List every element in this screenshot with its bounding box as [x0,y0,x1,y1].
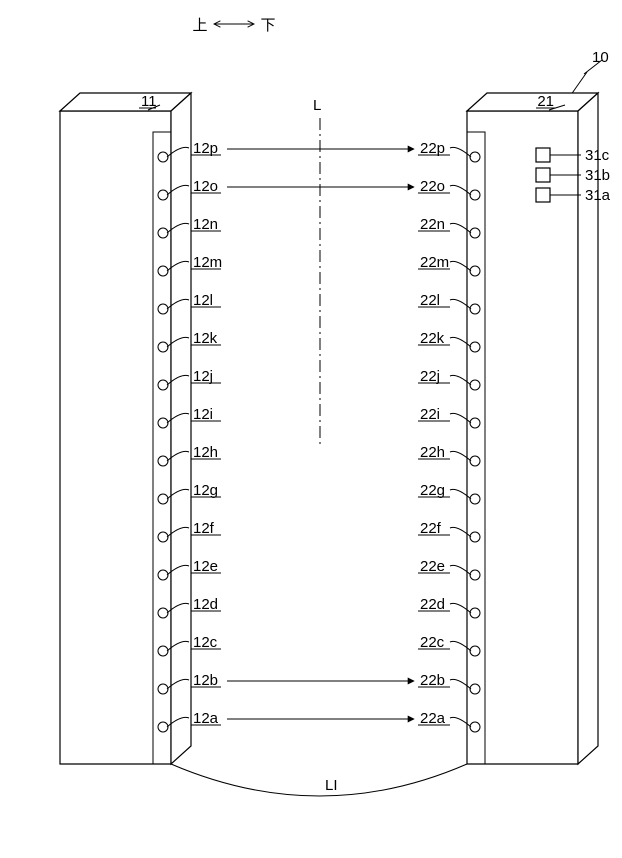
indicator-label-31c: 31c [585,147,610,164]
right-port-label-22g: 22g [420,482,445,499]
bottom-link-label: LI [325,777,338,794]
right-port-label-22a: 22a [420,710,446,727]
left-port-label-12i: 12i [193,406,213,423]
right-block-label: 21 [537,93,554,110]
right-port-label-22h: 22h [420,444,445,461]
indicator-31c [536,148,550,162]
left-port-label-12d: 12d [193,596,218,613]
left-port-label-12l: 12l [193,292,213,309]
bottom-link-curve [171,764,467,796]
left-port-label-12h: 12h [193,444,218,461]
left-block-top [60,93,191,111]
center-line-label: L [313,97,321,114]
left-port-label-12j: 12j [193,368,213,385]
right-port-label-22b: 22b [420,672,445,689]
right-port-label-22n: 22n [420,216,445,233]
left-port-label-12c: 12c [193,634,218,651]
left-port-label-12e: 12e [193,558,218,575]
left-port-label-12g: 12g [193,482,218,499]
left-block-side [171,93,191,764]
left-block-body [60,111,171,764]
right-port-label-22j: 22j [420,368,440,385]
indicator-label-31a: 31a [585,187,611,204]
left-port-label-12o: 12o [193,178,218,195]
indicator-label-31b: 31b [585,167,610,184]
right-port-label-22o: 22o [420,178,445,195]
left-port-label-12k: 12k [193,330,218,347]
right-port-label-22c: 22c [420,634,445,651]
right-port-label-22l: 22l [420,292,440,309]
right-port-label-22m: 22m [420,254,449,271]
right-port-label-22f: 22f [420,520,442,537]
right-block-top [467,93,598,111]
indicator-31a [536,188,550,202]
left-port-label-12a: 12a [193,710,219,727]
right-block-body [467,111,578,764]
right-port-label-22d: 22d [420,596,445,613]
right-port-label-22k: 22k [420,330,445,347]
right-port-label-22e: 22e [420,558,445,575]
right-port-label-22i: 22i [420,406,440,423]
left-port-label-12b: 12b [193,672,218,689]
left-port-label-12m: 12m [193,254,222,271]
left-port-label-12f: 12f [193,520,215,537]
right-port-label-22p: 22p [420,140,445,157]
axis-upper-label: 上 [192,17,207,34]
axis-lower-label: 下 [260,17,275,34]
left-port-label-12n: 12n [193,216,218,233]
left-port-label-12p: 12p [193,140,218,157]
assembly-label: 10 [592,49,609,66]
indicator-31b [536,168,550,182]
